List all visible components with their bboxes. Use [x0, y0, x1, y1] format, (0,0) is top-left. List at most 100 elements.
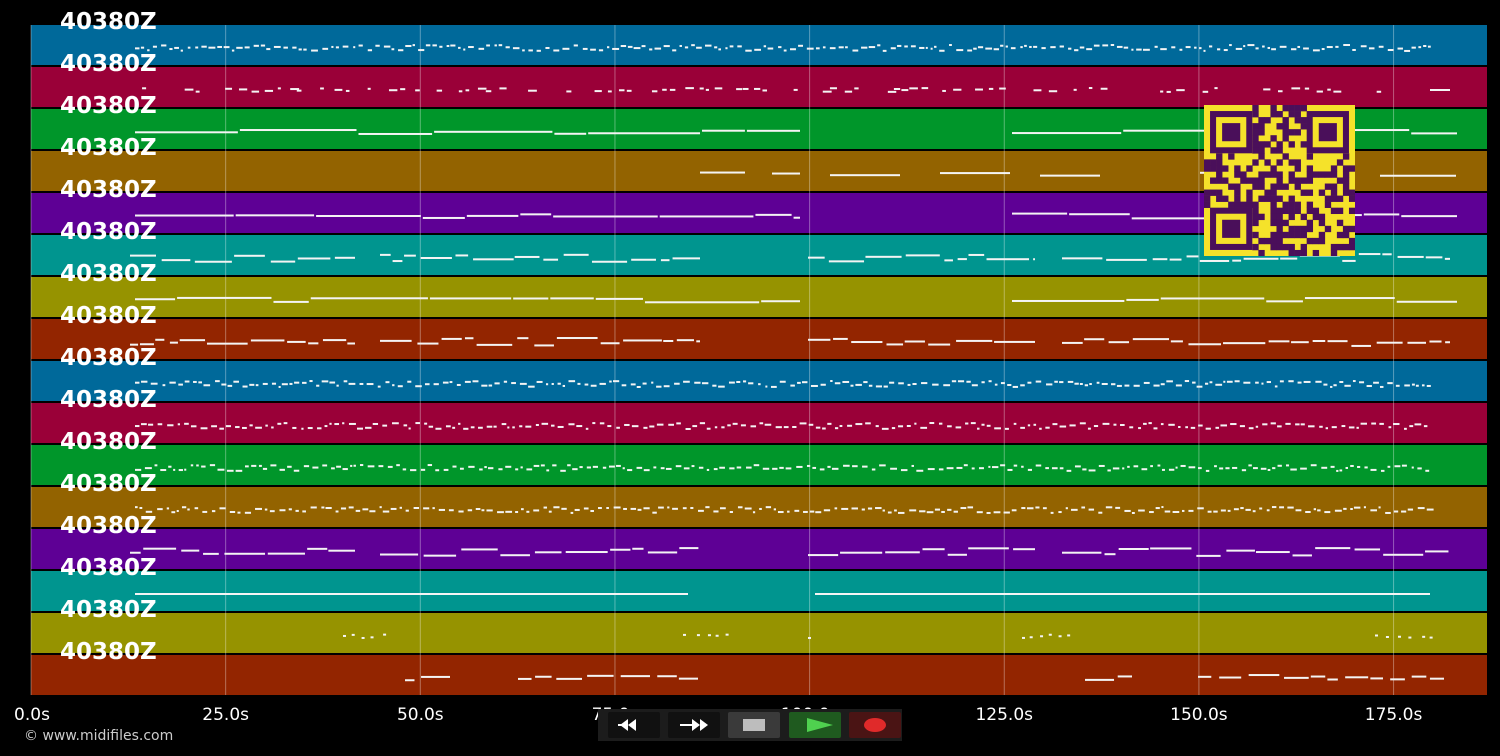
note — [264, 89, 274, 92]
note — [1127, 465, 1130, 468]
note — [790, 48, 796, 51]
rewind-button[interactable] — [608, 712, 660, 738]
note — [301, 427, 304, 430]
note — [1185, 46, 1191, 49]
note — [842, 380, 850, 383]
note — [1279, 45, 1287, 48]
note — [925, 46, 928, 49]
note — [1131, 48, 1134, 51]
note — [1252, 510, 1256, 513]
record-button[interactable] — [849, 712, 901, 738]
note — [988, 465, 991, 468]
note — [468, 46, 474, 49]
note — [1115, 506, 1121, 509]
note — [713, 468, 718, 471]
note — [894, 509, 897, 512]
note — [725, 47, 728, 50]
note — [934, 508, 940, 511]
note — [1029, 636, 1033, 639]
note — [699, 87, 704, 90]
note — [1401, 464, 1407, 467]
note — [1110, 44, 1115, 47]
note — [797, 381, 801, 384]
note — [503, 380, 508, 383]
time-tick-label: 0.0s — [14, 705, 50, 725]
note — [236, 46, 243, 49]
note — [706, 427, 711, 430]
note — [1194, 46, 1197, 49]
note — [1197, 507, 1204, 510]
qr-code-icon — [1204, 105, 1356, 257]
note — [367, 49, 373, 52]
note — [729, 45, 734, 48]
note — [219, 507, 226, 510]
track-lane — [31, 613, 1487, 653]
note — [1345, 466, 1348, 469]
note — [500, 554, 530, 557]
note — [1079, 382, 1083, 385]
note — [135, 298, 176, 301]
note — [1154, 45, 1158, 48]
note — [498, 44, 503, 47]
note — [519, 425, 523, 428]
note — [1380, 174, 1456, 177]
note — [875, 507, 882, 510]
note — [685, 87, 694, 90]
note — [922, 548, 945, 551]
note — [1223, 380, 1226, 383]
note — [135, 506, 138, 509]
note — [1022, 636, 1025, 639]
note — [582, 47, 588, 50]
note — [702, 129, 745, 132]
note — [886, 343, 904, 346]
note — [470, 426, 475, 429]
note — [1239, 425, 1245, 428]
track-lane — [31, 403, 1487, 443]
note — [144, 467, 152, 470]
note — [1383, 553, 1424, 556]
note — [1345, 676, 1369, 679]
note — [879, 464, 886, 467]
note — [417, 342, 439, 345]
note — [773, 508, 777, 511]
note — [1058, 635, 1062, 638]
note — [1196, 385, 1203, 388]
note — [1357, 465, 1361, 468]
note — [540, 464, 545, 467]
note — [147, 49, 150, 52]
note — [303, 48, 307, 51]
note — [707, 634, 711, 637]
note — [910, 45, 916, 48]
note — [486, 425, 493, 428]
note — [845, 46, 848, 49]
note — [1067, 380, 1074, 383]
note — [572, 468, 578, 471]
note — [957, 258, 967, 261]
note — [955, 426, 962, 429]
note — [822, 90, 832, 93]
note — [1106, 258, 1147, 261]
track-notes — [135, 593, 1430, 595]
note — [472, 380, 479, 383]
note — [1051, 467, 1058, 470]
note — [1279, 380, 1284, 383]
stop-button[interactable] — [728, 712, 780, 738]
note — [1068, 47, 1072, 50]
note — [1160, 48, 1167, 51]
note — [1243, 257, 1279, 260]
note — [262, 382, 268, 385]
note — [1152, 258, 1168, 261]
note — [806, 47, 814, 50]
note — [1325, 427, 1329, 430]
fast-forward-button[interactable] — [668, 712, 720, 738]
note — [465, 89, 470, 92]
note — [920, 426, 928, 429]
note — [932, 383, 939, 386]
note — [1164, 510, 1171, 513]
note — [415, 385, 422, 388]
note — [706, 468, 710, 471]
note — [169, 381, 176, 384]
play-button[interactable] — [789, 712, 841, 738]
note — [433, 383, 439, 386]
note — [643, 469, 650, 472]
